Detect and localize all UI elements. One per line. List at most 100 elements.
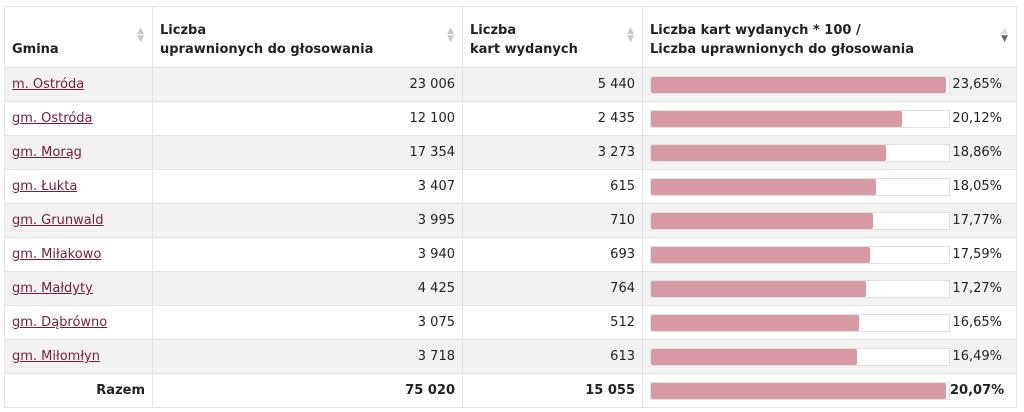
- column-header-label: Liczba: [470, 23, 517, 38]
- table-row: gm. Grunwald 3 995 710 17,77%: [4, 203, 1017, 238]
- ratio-cell: 20,12%: [642, 101, 1017, 136]
- karty-cell: 693: [462, 237, 643, 272]
- ratio-bar-fill: [651, 382, 947, 399]
- total-uprawnieni: 75 020: [152, 373, 463, 408]
- karty-cell: 5 440: [462, 67, 643, 102]
- table-row: gm. Miłomłyn 3 718 613 16,49%: [4, 339, 1017, 374]
- gmina-cell: gm. Dąbrówno: [4, 305, 153, 340]
- ratio-bar-track: [650, 75, 950, 94]
- ratio-value: 20,12%: [952, 111, 1002, 126]
- sort-both-icon[interactable]: ▲ ▼: [447, 26, 454, 44]
- gmina-cell: gm. Grunwald: [4, 203, 153, 238]
- ratio-bar-fill: [651, 212, 873, 229]
- gmina-link[interactable]: gm. Miłomłyn: [12, 349, 100, 364]
- total-karty: 15 055: [462, 373, 643, 408]
- table-row: gm. Małdyty 4 425 764 17,27%: [4, 271, 1017, 306]
- column-header-karty[interactable]: Liczba kart wydanych ▲ ▼: [462, 6, 643, 68]
- column-header-ratio[interactable]: Liczba kart wydanych * 100 / Liczba upra…: [642, 6, 1017, 68]
- gmina-cell: m. Ostróda: [4, 67, 153, 102]
- table-total-row: Razem 75 020 15 055 20,07%: [4, 373, 1017, 408]
- ratio-cell: 16,49%: [642, 339, 1017, 374]
- uprawnieni-cell: 3 075: [152, 305, 463, 340]
- sort-both-icon[interactable]: ▲ ▼: [137, 26, 144, 44]
- ratio-cell: 17,27%: [642, 271, 1017, 306]
- table-row: gm. Morąg 17 354 3 273 18,86%: [4, 135, 1017, 170]
- table-header-row: Gmina ▲ ▼ Liczba uprawnionych do głosowan…: [4, 6, 1017, 68]
- ratio-cell: 18,86%: [642, 135, 1017, 170]
- karty-cell: 764: [462, 271, 643, 306]
- uprawnieni-cell: 4 425: [152, 271, 463, 306]
- gmina-link[interactable]: gm. Morąg: [12, 145, 82, 160]
- gmina-cell: gm. Morąg: [4, 135, 153, 170]
- gmina-link[interactable]: gm. Łukta: [12, 179, 78, 194]
- ratio-bar-track: [650, 279, 950, 298]
- sort-desc-icon[interactable]: ▲ ▼: [1001, 26, 1008, 44]
- table-row: gm. Miłakowo 3 940 693 17,59%: [4, 237, 1017, 272]
- gmina-cell: gm. Ostróda: [4, 101, 153, 136]
- karty-cell: 615: [462, 169, 643, 204]
- total-label: Razem: [4, 373, 153, 408]
- ratio-bar-track: [650, 177, 950, 196]
- gmina-link[interactable]: m. Ostróda: [12, 77, 85, 92]
- ratio-bar-fill: [651, 178, 877, 195]
- ratio-cell: 17,77%: [642, 203, 1017, 238]
- ratio-cell: 16,65%: [642, 305, 1017, 340]
- ratio-value: 18,05%: [952, 179, 1002, 194]
- total-ratio-cell: 20,07%: [642, 373, 1017, 408]
- ratio-bar-track: [650, 109, 950, 128]
- uprawnieni-cell: 3 718: [152, 339, 463, 374]
- column-header-label: kart wydanych: [470, 42, 578, 57]
- ratio-cell: 17,59%: [642, 237, 1017, 272]
- column-header-label: Liczba uprawnionych do głosowania: [650, 42, 914, 57]
- uprawnieni-cell: 3 940: [152, 237, 463, 272]
- uprawnieni-cell: 17 354: [152, 135, 463, 170]
- ratio-bar-fill: [651, 280, 867, 297]
- column-header-uprawnieni[interactable]: Liczba uprawnionych do głosowania ▲ ▼: [152, 6, 463, 68]
- ratio-bar-fill: [651, 144, 887, 161]
- total-ratio-value: 20,07%: [950, 383, 1005, 398]
- table-body: m. Ostróda 23 006 5 440 23,65% gm. Ostróda 12…: [4, 67, 1017, 374]
- ratio-bar-track: [650, 143, 950, 162]
- ratio-value: 23,65%: [952, 77, 1002, 92]
- ratio-value: 18,86%: [952, 145, 1002, 160]
- results-table-container: Gmina ▲ ▼ Liczba uprawnionych do głosowan…: [4, 6, 1017, 408]
- uprawnieni-cell: 23 006: [152, 67, 463, 102]
- gmina-link[interactable]: gm. Ostróda: [12, 111, 93, 126]
- gmina-link[interactable]: gm. Małdyty: [12, 281, 93, 296]
- sort-both-icon[interactable]: ▲ ▼: [627, 26, 634, 44]
- ratio-value: 17,59%: [952, 247, 1002, 262]
- ratio-bar-track: [650, 347, 950, 366]
- ratio-bar-fill: [651, 348, 857, 365]
- gmina-link[interactable]: gm. Miłakowo: [12, 247, 102, 262]
- uprawnieni-cell: 12 100: [152, 101, 463, 136]
- ratio-bar-track: [650, 211, 950, 230]
- table-row: gm. Dąbrówno 3 075 512 16,65%: [4, 305, 1017, 340]
- gmina-link[interactable]: gm. Grunwald: [12, 213, 104, 228]
- table-row: gm. Ostróda 12 100 2 435 20,12%: [4, 101, 1017, 136]
- table-row: gm. Łukta 3 407 615 18,05%: [4, 169, 1017, 204]
- karty-cell: 710: [462, 203, 643, 238]
- column-header-label: Gmina: [12, 42, 59, 57]
- ratio-bar-fill: [651, 314, 859, 331]
- ratio-bar-fill: [651, 110, 902, 127]
- ratio-bar-track: [650, 245, 950, 264]
- uprawnieni-cell: 3 407: [152, 169, 463, 204]
- column-header-label: Liczba kart wydanych * 100 /: [650, 23, 861, 38]
- gmina-link[interactable]: gm. Dąbrówno: [12, 315, 108, 330]
- gmina-cell: gm. Małdyty: [4, 271, 153, 306]
- ratio-cell: 23,65%: [642, 67, 1017, 102]
- karty-cell: 3 273: [462, 135, 643, 170]
- gmina-cell: gm. Miłakowo: [4, 237, 153, 272]
- column-header-label: Liczba: [160, 23, 207, 38]
- column-header-gmina[interactable]: Gmina ▲ ▼: [4, 6, 153, 68]
- ratio-cell: 18,05%: [642, 169, 1017, 204]
- ratio-bar-track: [650, 381, 950, 400]
- ratio-value: 17,77%: [952, 213, 1002, 228]
- column-header-label: uprawnionych do głosowania: [160, 42, 374, 57]
- ratio-value: 17,27%: [952, 281, 1002, 296]
- results-table: Gmina ▲ ▼ Liczba uprawnionych do głosowan…: [4, 6, 1017, 408]
- gmina-cell: gm. Łukta: [4, 169, 153, 204]
- gmina-cell: gm. Miłomłyn: [4, 339, 153, 374]
- uprawnieni-cell: 3 995: [152, 203, 463, 238]
- ratio-bar-fill: [651, 76, 946, 93]
